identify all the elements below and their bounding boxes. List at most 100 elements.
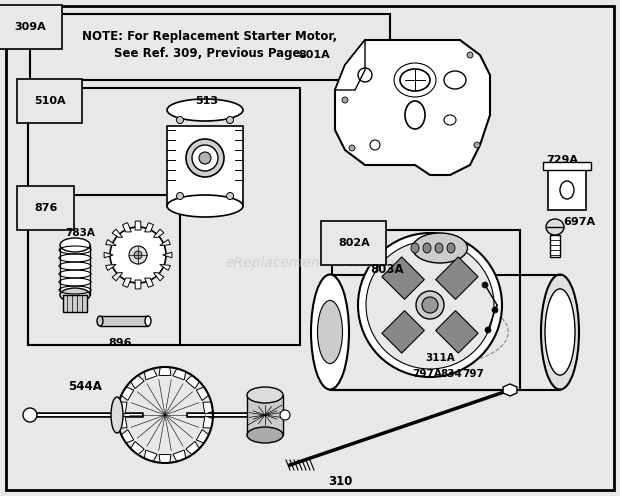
Bar	[436, 257, 478, 300]
Ellipse shape	[110, 227, 166, 283]
Bar	[436, 310, 478, 353]
Text: 510A: 510A	[34, 96, 66, 106]
Polygon shape	[112, 273, 123, 281]
Text: 544A: 544A	[68, 380, 102, 393]
Ellipse shape	[474, 142, 480, 148]
Text: NOTE: For Replacement Starter Motor,: NOTE: For Replacement Starter Motor,	[82, 30, 337, 43]
Ellipse shape	[311, 274, 349, 389]
Bar	[247, 395, 283, 435]
Ellipse shape	[422, 297, 438, 313]
Polygon shape	[131, 441, 144, 455]
Bar	[382, 257, 424, 300]
Polygon shape	[186, 441, 200, 455]
Ellipse shape	[358, 233, 502, 377]
Polygon shape	[335, 40, 490, 175]
Ellipse shape	[546, 219, 564, 235]
Text: eReplacementParts.com: eReplacementParts.com	[225, 256, 395, 270]
Bar	[63, 295, 87, 312]
Bar	[548, 165, 586, 210]
Text: 783A: 783A	[65, 228, 95, 238]
Ellipse shape	[280, 410, 290, 420]
Polygon shape	[160, 264, 171, 270]
Polygon shape	[173, 369, 186, 380]
Ellipse shape	[467, 52, 473, 58]
Polygon shape	[153, 229, 164, 237]
Polygon shape	[135, 221, 141, 230]
Polygon shape	[144, 223, 154, 232]
Ellipse shape	[317, 301, 342, 364]
Text: 896: 896	[108, 338, 131, 348]
Ellipse shape	[482, 282, 488, 288]
Polygon shape	[160, 240, 171, 246]
Polygon shape	[131, 375, 144, 388]
Text: 513: 513	[195, 96, 218, 106]
Ellipse shape	[23, 408, 37, 422]
Polygon shape	[173, 450, 186, 461]
Polygon shape	[112, 229, 123, 237]
Polygon shape	[144, 278, 154, 287]
Polygon shape	[153, 273, 164, 281]
Polygon shape	[122, 387, 134, 400]
Ellipse shape	[177, 117, 184, 124]
Polygon shape	[144, 369, 157, 380]
Polygon shape	[123, 278, 131, 287]
Text: 803A: 803A	[370, 263, 404, 276]
Polygon shape	[203, 416, 213, 428]
Ellipse shape	[145, 316, 151, 326]
Bar	[550, 235, 560, 257]
Ellipse shape	[447, 243, 455, 253]
Bar	[332, 230, 520, 390]
Bar	[28, 195, 180, 345]
Polygon shape	[122, 430, 134, 443]
Ellipse shape	[485, 327, 491, 333]
Polygon shape	[186, 375, 200, 388]
Polygon shape	[135, 280, 141, 289]
Text: 697A: 697A	[563, 217, 595, 227]
Text: 797A: 797A	[412, 369, 442, 379]
Bar	[382, 310, 424, 353]
Text: 310: 310	[328, 475, 352, 488]
Polygon shape	[159, 367, 171, 375]
Bar	[60, 245, 90, 295]
Ellipse shape	[423, 243, 431, 253]
Text: 729A: 729A	[546, 155, 578, 165]
Ellipse shape	[411, 243, 419, 253]
Polygon shape	[123, 223, 131, 232]
Ellipse shape	[192, 145, 218, 171]
Polygon shape	[197, 387, 209, 400]
Ellipse shape	[167, 195, 243, 217]
Ellipse shape	[412, 233, 467, 263]
Text: 311A: 311A	[425, 353, 454, 363]
Text: 801A: 801A	[298, 50, 330, 60]
Ellipse shape	[435, 243, 443, 253]
Ellipse shape	[349, 145, 355, 151]
Ellipse shape	[60, 288, 90, 302]
Polygon shape	[335, 40, 365, 90]
Bar	[28, 88, 300, 345]
Ellipse shape	[97, 316, 103, 326]
Ellipse shape	[167, 99, 243, 121]
Polygon shape	[144, 450, 157, 461]
Ellipse shape	[545, 289, 575, 375]
Bar	[30, 14, 390, 80]
Text: See Ref. 309, Previous Page.: See Ref. 309, Previous Page.	[115, 47, 306, 60]
Bar	[543, 162, 591, 170]
Text: 797: 797	[462, 369, 484, 379]
Text: 834: 834	[440, 369, 462, 379]
Text: 802A: 802A	[338, 238, 370, 248]
Ellipse shape	[247, 427, 283, 443]
Polygon shape	[104, 252, 113, 258]
Ellipse shape	[177, 192, 184, 199]
Polygon shape	[203, 402, 213, 414]
Ellipse shape	[492, 307, 498, 313]
Bar	[100, 316, 148, 326]
Ellipse shape	[416, 291, 444, 319]
Polygon shape	[117, 416, 127, 428]
Ellipse shape	[541, 274, 579, 389]
Ellipse shape	[342, 97, 348, 103]
Ellipse shape	[186, 139, 224, 177]
Ellipse shape	[134, 251, 142, 259]
Text: 876: 876	[34, 203, 58, 213]
Polygon shape	[117, 402, 127, 414]
Ellipse shape	[60, 238, 90, 252]
